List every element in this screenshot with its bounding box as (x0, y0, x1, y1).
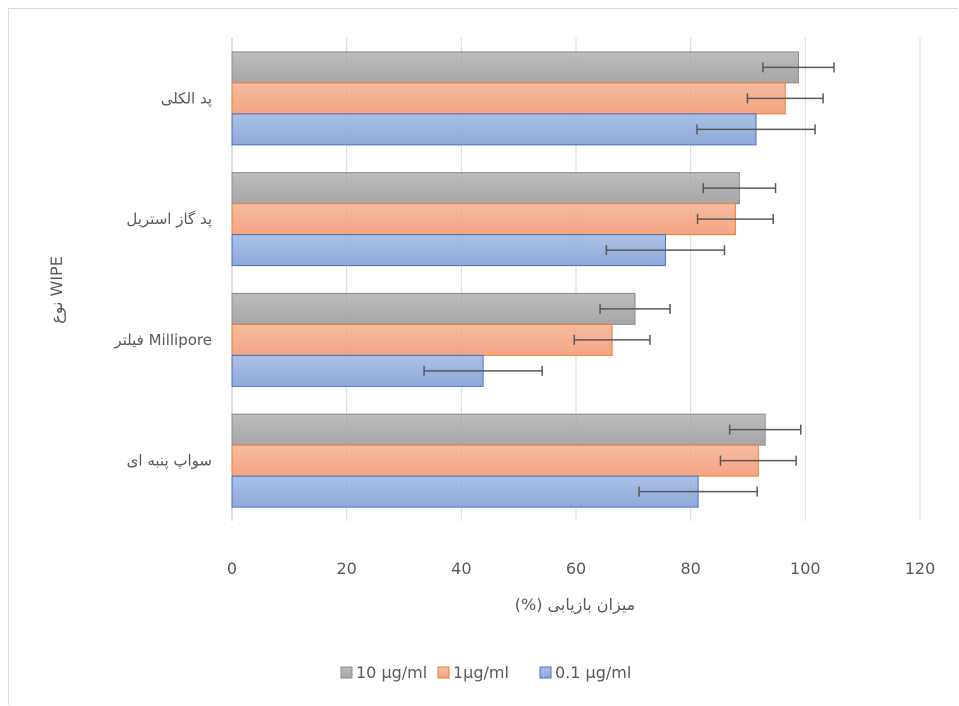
bar (231, 51, 799, 84)
legend-swatch (539, 666, 552, 679)
category-label: پد الکلی (161, 89, 212, 108)
error-bars-group (423, 62, 835, 497)
legend-label: 1µg/ml (453, 663, 509, 682)
bar (231, 413, 766, 446)
y-axis-title: نوع WIPE (47, 256, 67, 324)
legend-label: 10 µg/ml (356, 663, 427, 682)
x-tick-label: 0 (227, 559, 237, 578)
category-label: سواپ پنبه ای (127, 452, 212, 471)
x-tick-label: 80 (680, 559, 700, 578)
x-tick-label: 100 (790, 559, 821, 578)
x-tick-label: 120 (905, 559, 936, 578)
bar (231, 444, 759, 477)
bar (231, 113, 757, 146)
x-tick-label: 60 (566, 559, 586, 578)
x-tick-label: 20 (336, 559, 356, 578)
legend: 10 µg/ml 1µg/ml 0.1 µg/ml (340, 663, 631, 682)
legend-swatch (340, 666, 353, 679)
bar (231, 203, 736, 236)
x-axis-title: میزان بازیابی (%) (515, 595, 635, 615)
bar (231, 475, 699, 508)
x-tick-label: 40 (451, 559, 471, 578)
bar (231, 82, 786, 115)
bars-group (231, 51, 799, 508)
chart-frame (8, 8, 958, 705)
category-labels: پد الکلی پد گاز استریل فیلتر Millipore سواپ… (113, 89, 212, 470)
category-label: فیلتر Millipore (113, 331, 212, 349)
bar (231, 292, 636, 325)
legend-label: 0.1 µg/ml (555, 663, 631, 682)
category-label: پد گاز استریل (126, 210, 212, 229)
bar (231, 323, 613, 356)
bar (231, 234, 666, 267)
x-tick-labels: 0 20 40 60 80 100 120 (227, 559, 935, 578)
legend-swatch (437, 666, 450, 679)
bar (231, 172, 740, 205)
